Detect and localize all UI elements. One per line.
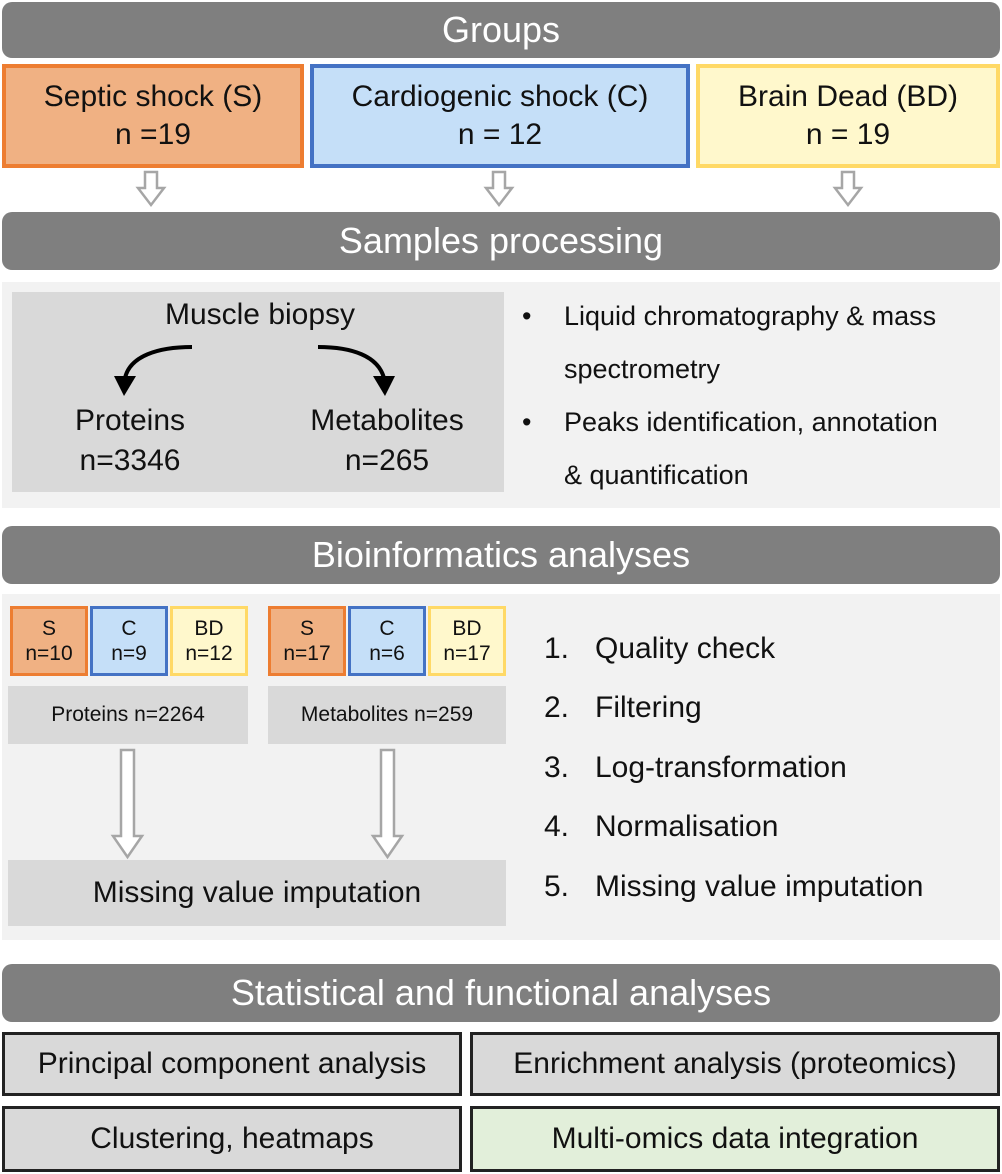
bioinfo-header: Bioinformatics analyses <box>2 526 1000 584</box>
prot-group-c-label: C <box>121 617 137 640</box>
stats-header-label: Statistical and functional analyses <box>230 972 772 1013</box>
proteins-total-box: Proteins n=2264 <box>8 686 248 744</box>
group-brain-dead-n: n = 19 <box>805 118 891 151</box>
group-cardiogenic-n: n = 12 <box>457 118 543 151</box>
met-group-c-label: C <box>379 617 395 640</box>
bioinfo-header-label: Bioinformatics analyses <box>311 534 691 575</box>
hollow-arrow-cardiogenic <box>483 170 515 208</box>
step-3-num: 3. <box>544 751 570 784</box>
muscle-biopsy-label: Muscle biopsy <box>164 298 356 331</box>
group-brain-dead: Brain Dead (BD) n = 19 <box>696 64 1000 168</box>
enrichment-box: Enrichment analysis (proteomics) <box>470 1032 1000 1096</box>
bullet-peaks-line2: & quantification <box>564 460 749 490</box>
metabolites-total-box: Metabolites n=259 <box>268 686 506 744</box>
step-5-text: Missing value imputation <box>595 870 924 903</box>
met-group-s-n: n=17 <box>283 642 331 665</box>
group-cardiogenic-shock: Cardiogenic shock (C) n = 12 <box>310 64 690 168</box>
biopsy-box <box>12 292 504 492</box>
metabolites-label: Metabolites <box>310 404 464 437</box>
multiomics-label: Multi-omics data integration <box>551 1122 919 1155</box>
clustering-box: Clustering, heatmaps <box>2 1106 462 1172</box>
bullet-lcms-line2: spectrometry <box>564 354 721 384</box>
clustering-label: Clustering, heatmaps <box>90 1122 374 1155</box>
step-1-text: Quality check <box>595 632 776 665</box>
curved-arrow-metabolites <box>317 345 395 396</box>
group-septic-name: Septic shock (S) <box>43 80 263 113</box>
step-2-num: 2. <box>544 691 570 724</box>
proteins-total: Proteins n=2264 <box>51 703 205 726</box>
met-group-c: C n=6 <box>348 606 426 676</box>
met-group-bd: BD n=17 <box>428 606 506 676</box>
pca-box: Principal component analysis <box>2 1032 462 1096</box>
group-brain-dead-name: Brain Dead (BD) <box>737 80 959 113</box>
prot-group-bd-label: BD <box>194 617 224 640</box>
metabolites-count: n=265 <box>344 444 430 477</box>
proteins-count: n=3346 <box>79 444 181 477</box>
step-4-text: Normalisation <box>595 810 779 843</box>
hollow-arrow-proteins-imputation <box>110 748 145 860</box>
step-2-text: Filtering <box>595 691 702 724</box>
bullet-peaks-line1: Peaks identification, annotation <box>564 407 938 437</box>
prot-group-c: C n=9 <box>90 606 168 676</box>
hollow-arrow-septic <box>135 170 167 208</box>
multiomics-box: Multi-omics data integration <box>470 1106 1000 1172</box>
proteins-label: Proteins <box>74 404 186 437</box>
prot-group-bd-n: n=12 <box>185 642 233 665</box>
hollow-arrow-brain-dead <box>832 170 864 208</box>
groups-header: Groups <box>2 2 1000 58</box>
bullet-lcms-line1: Liquid chromatography & mass <box>564 301 937 331</box>
samples-header: Samples processing <box>2 212 1000 270</box>
group-cardiogenic-name: Cardiogenic shock (C) <box>351 80 649 113</box>
met-group-bd-label: BD <box>452 617 482 640</box>
samples-header-label: Samples processing <box>338 220 664 261</box>
hollow-arrow-metabolites-imputation <box>370 748 405 860</box>
prot-group-s-label: S <box>41 617 56 640</box>
met-group-s: S n=17 <box>268 606 346 676</box>
step-3-text: Log-transformation <box>595 751 847 784</box>
prot-group-s-n: n=10 <box>25 642 73 665</box>
enrichment-label: Enrichment analysis (proteomics) <box>513 1047 957 1080</box>
imputation-label: Missing value imputation <box>92 876 422 909</box>
met-group-s-label: S <box>299 617 314 640</box>
group-septic-n: n =19 <box>115 118 191 151</box>
step-1-num: 1. <box>544 632 570 665</box>
met-group-bd-n: n=17 <box>443 642 491 665</box>
met-group-c-n: n=6 <box>369 642 405 665</box>
prot-group-c-n: n=9 <box>111 642 147 665</box>
step-4-num: 4. <box>544 810 570 843</box>
step-5-num: 5. <box>544 870 570 903</box>
pca-label: Principal component analysis <box>37 1047 427 1080</box>
stats-header: Statistical and functional analyses <box>2 964 1000 1022</box>
group-septic-shock: Septic shock (S) n =19 <box>2 64 304 168</box>
prot-group-bd: BD n=12 <box>170 606 248 676</box>
imputation-box: Missing value imputation <box>8 860 506 926</box>
prot-group-s: S n=10 <box>10 606 88 676</box>
curved-arrow-proteins <box>114 345 193 396</box>
groups-header-label: Groups <box>441 9 561 50</box>
metabolites-total: Metabolites n=259 <box>300 703 474 726</box>
